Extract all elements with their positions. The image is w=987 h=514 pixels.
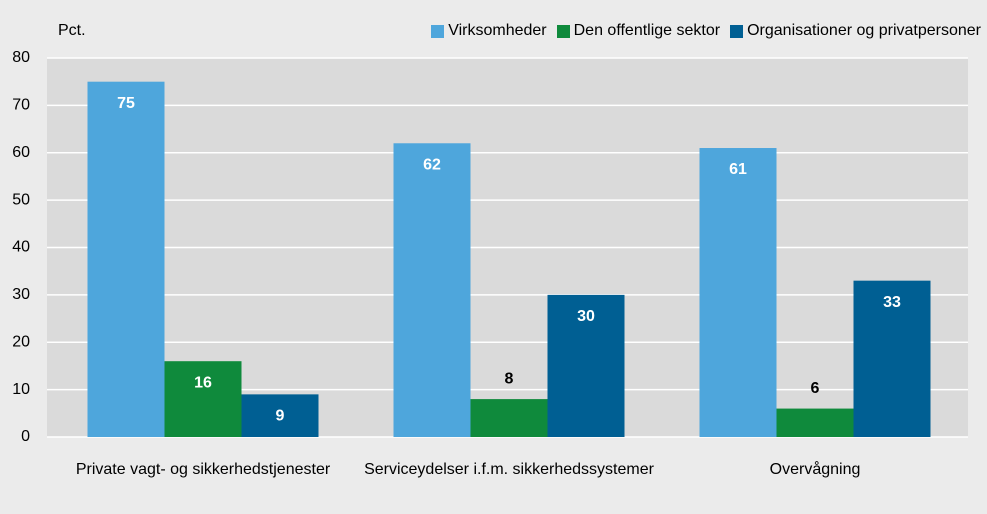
bar <box>853 280 931 437</box>
bar <box>241 394 319 437</box>
data-label: 8 <box>505 370 514 387</box>
x-tick-label: Serviceydelser i.f.m. sikkerhedssystemer <box>364 461 654 478</box>
legend-swatch <box>431 24 445 38</box>
legend-label: Virksomheder <box>448 22 547 39</box>
legend-label: Organisationer og privatpersoner <box>747 22 981 39</box>
y-tick-label: 20 <box>12 333 30 350</box>
bar <box>776 408 854 437</box>
data-label: 9 <box>276 408 285 425</box>
y-tick-label: 50 <box>12 191 30 208</box>
legend-swatch <box>730 24 744 38</box>
bar <box>547 294 625 437</box>
x-tick-label: Private vagt- og sikkerhedstjenester <box>75 461 331 478</box>
y-tick-label: 0 <box>21 428 30 445</box>
bar <box>470 399 548 437</box>
x-tick-label: Overvågning <box>769 461 861 478</box>
y-tick-label: 60 <box>12 144 30 161</box>
bar <box>87 81 165 437</box>
bar <box>164 361 242 437</box>
y-tick-label: 40 <box>12 239 30 256</box>
data-label: 62 <box>423 156 441 173</box>
data-label: 30 <box>577 308 595 325</box>
legend-label: Den offentlige sektor <box>573 22 721 39</box>
legend-item: Den offentlige sektor <box>556 22 721 40</box>
y-tick-label: 30 <box>12 286 30 303</box>
legend-swatch <box>556 24 570 38</box>
bar <box>699 148 777 437</box>
legend-item: Virksomheder <box>431 22 547 40</box>
legend-item: Organisationer og privatpersoner <box>730 22 981 40</box>
data-label: 75 <box>117 95 135 112</box>
data-label: 6 <box>811 380 820 397</box>
data-label: 61 <box>729 161 747 178</box>
bar <box>393 143 471 437</box>
y-tick-label: 10 <box>12 381 30 398</box>
data-label: 16 <box>194 374 212 391</box>
data-label: 33 <box>883 294 901 311</box>
legend: Virksomheder Den offentlige sektor Organis… <box>431 22 981 40</box>
y-axis-label: Pct. <box>58 22 86 39</box>
y-tick-label: 80 <box>12 49 30 66</box>
y-tick-label: 70 <box>12 97 30 114</box>
